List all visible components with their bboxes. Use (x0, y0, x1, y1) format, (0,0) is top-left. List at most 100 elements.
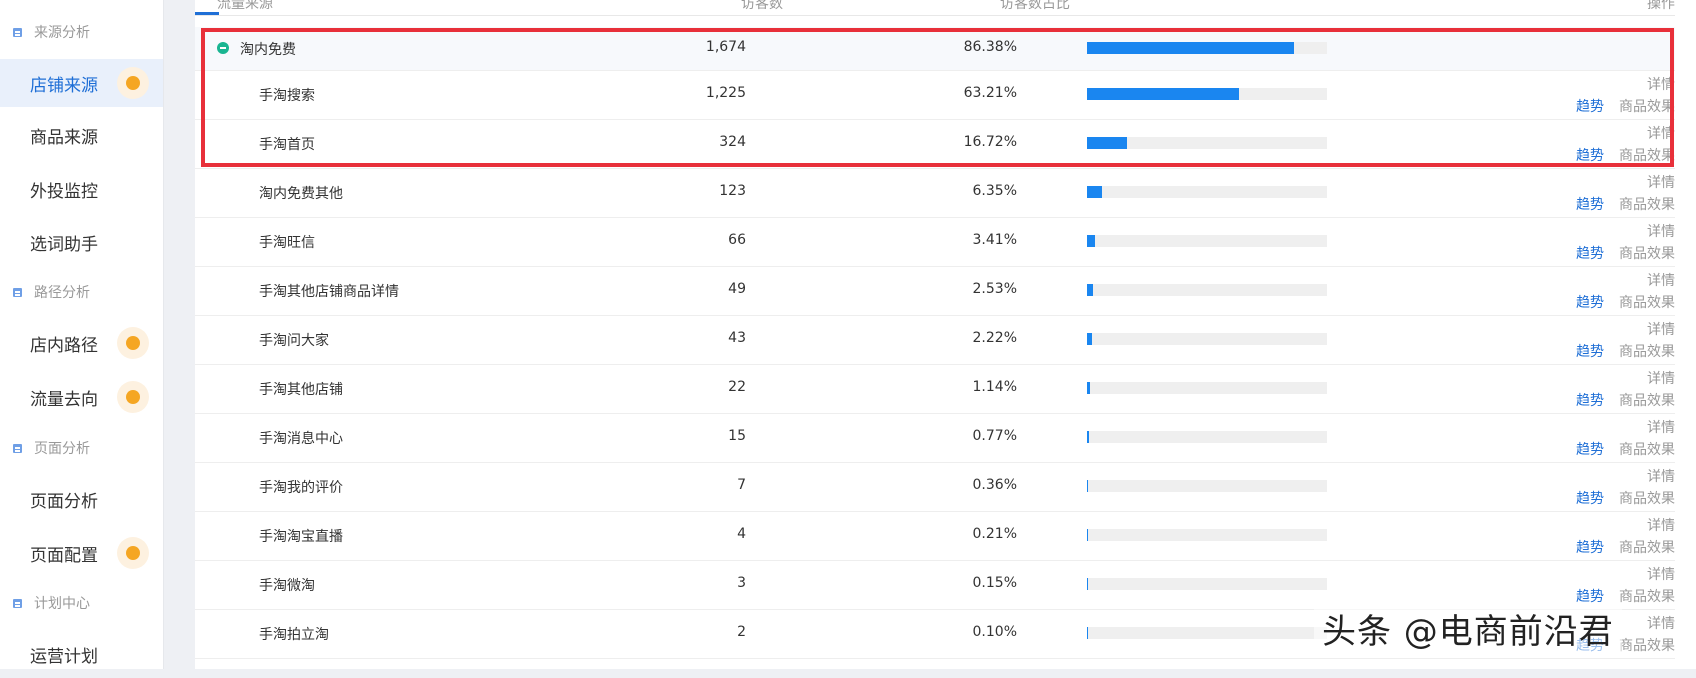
trend-link[interactable]: 趋势 (1576, 586, 1604, 606)
sidebar-item-external-monitor[interactable]: 外投监控 (0, 165, 163, 213)
source-name: 手淘消息中心 (259, 428, 343, 448)
ratio-bar (1087, 529, 1327, 541)
detail-link[interactable]: 详情 (1647, 515, 1675, 535)
ratio-bar (1087, 578, 1327, 590)
visitor-count: 22 (728, 379, 746, 395)
visitor-count: 7 (737, 477, 746, 493)
trend-link[interactable]: 趋势 (1576, 390, 1604, 410)
sidebar-item-operation-plan[interactable]: 运营计划 (0, 630, 163, 678)
sidebar-item-in-store-path[interactable]: 店内路径 (0, 319, 163, 367)
ratio-bar-fill (1087, 137, 1127, 149)
ratio-bar (1087, 627, 1327, 639)
row-actions: 详情趋势商品效果 (1565, 466, 1675, 510)
watermark: 头条 @电商前沿君 (1322, 604, 1614, 653)
building-icon (12, 442, 24, 454)
sidebar-group-page-analysis: 页面分析 (0, 436, 163, 460)
product-effect-link[interactable]: 商品效果 (1619, 488, 1675, 508)
header-ops: 操作 (1647, 0, 1675, 13)
visitor-ratio: 1.14% (973, 379, 1017, 395)
sidebar-item-product-source[interactable]: 商品来源 (0, 111, 163, 159)
product-effect-link[interactable]: 商品效果 (1619, 586, 1675, 606)
header-active-indicator (195, 12, 219, 15)
detail-link[interactable]: 详情 (1647, 319, 1675, 339)
visitor-ratio: 63.21% (964, 85, 1017, 101)
product-effect-link[interactable]: 商品效果 (1619, 96, 1675, 116)
product-effect-link[interactable]: 商品效果 (1619, 145, 1675, 165)
sidebar-item-keyword-helper[interactable]: 选词助手 (0, 218, 163, 266)
trend-link[interactable]: 趋势 (1576, 439, 1604, 459)
visitor-ratio: 3.41% (973, 232, 1017, 248)
detail-link[interactable]: 详情 (1647, 221, 1675, 241)
row-actions: 详情趋势商品效果 (1565, 368, 1675, 412)
trend-link[interactable]: 趋势 (1576, 488, 1604, 508)
detail-link[interactable]: 详情 (1647, 466, 1675, 486)
trend-link[interactable]: 趋势 (1576, 341, 1604, 361)
ratio-bar-fill (1087, 284, 1093, 296)
detail-link[interactable]: 详情 (1647, 613, 1675, 633)
header-visitors: 访客数 (741, 0, 783, 13)
sidebar-item-page-config[interactable]: 页面配置 (0, 529, 163, 577)
visitor-ratio: 2.22% (973, 330, 1017, 346)
sidebar-group-label: 来源分析 (34, 22, 90, 42)
visitor-ratio: 0.10% (973, 624, 1017, 640)
trend-link[interactable]: 趋势 (1576, 243, 1604, 263)
ratio-bar (1087, 235, 1327, 247)
sidebar-group-source-analysis: 来源分析 (0, 20, 163, 44)
visitor-count: 66 (728, 232, 746, 248)
product-effect-link[interactable]: 商品效果 (1619, 537, 1675, 557)
product-effect-link[interactable]: 商品效果 (1619, 243, 1675, 263)
detail-link[interactable]: 详情 (1647, 74, 1675, 94)
trend-link[interactable]: 趋势 (1576, 537, 1604, 557)
visitor-ratio: 0.21% (973, 526, 1017, 542)
sidebar-item-traffic-destination[interactable]: 流量去向 (0, 373, 163, 421)
visitor-count: 3 (737, 575, 746, 591)
ratio-bar-fill (1087, 480, 1088, 492)
visitor-count: 324 (719, 134, 746, 150)
sidebar-item-label: 运营计划 (30, 642, 98, 667)
source-name: 手淘首页 (259, 134, 315, 154)
ratio-bar (1087, 480, 1327, 492)
detail-link[interactable]: 详情 (1647, 123, 1675, 143)
product-effect-link[interactable]: 商品效果 (1619, 341, 1675, 361)
detail-link[interactable]: 详情 (1647, 564, 1675, 584)
trend-link[interactable]: 趋势 (1576, 96, 1604, 116)
row-actions: 详情趋势商品效果 (1565, 74, 1675, 118)
ratio-bar (1087, 284, 1327, 296)
trend-link[interactable]: 趋势 (1576, 292, 1604, 312)
product-effect-link[interactable]: 商品效果 (1619, 390, 1675, 410)
building-icon (12, 286, 24, 298)
sidebar-item-label: 页面分析 (30, 487, 98, 512)
product-effect-link[interactable]: 商品效果 (1619, 194, 1675, 214)
trend-link[interactable]: 趋势 (1576, 194, 1604, 214)
table-header: 流量来源 访客数 访客数占比 操作 (195, 0, 1675, 16)
product-effect-link[interactable]: 商品效果 (1619, 292, 1675, 312)
ratio-bar-fill (1087, 88, 1239, 100)
ratio-bar (1087, 382, 1327, 394)
detail-link[interactable]: 详情 (1647, 172, 1675, 192)
product-effect-link[interactable]: 商品效果 (1619, 439, 1675, 459)
detail-link[interactable]: 详情 (1647, 417, 1675, 437)
header-ratio: 访客数占比 (1000, 0, 1070, 13)
trend-link[interactable]: 趋势 (1576, 145, 1604, 165)
visitor-count: 43 (728, 330, 746, 346)
collapse-icon[interactable] (217, 42, 229, 54)
sidebar-item-page-analysis[interactable]: 页面分析 (0, 475, 163, 523)
detail-link[interactable]: 详情 (1647, 270, 1675, 290)
sidebar-item-label: 店铺来源 (30, 71, 98, 96)
source-name: 手淘搜索 (259, 85, 315, 105)
source-name: 手淘微淘 (259, 575, 315, 595)
sidebar-group-plan-center: 计划中心 (0, 591, 163, 615)
visitor-ratio: 0.36% (973, 477, 1017, 493)
product-effect-link[interactable]: 商品效果 (1619, 635, 1675, 655)
detail-link[interactable]: 详情 (1647, 368, 1675, 388)
sidebar-item-shop-source[interactable]: 店铺来源 (0, 59, 163, 107)
ratio-bar (1087, 431, 1327, 443)
